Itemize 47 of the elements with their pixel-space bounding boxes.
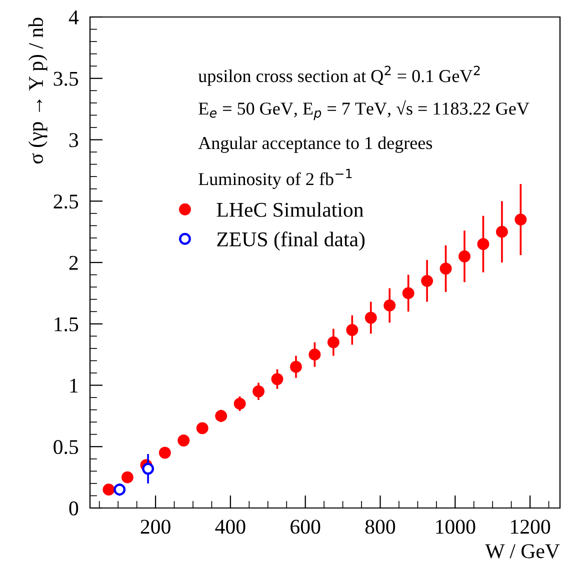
point (514, 214, 527, 226)
y-tick-label: 1.5 (54, 317, 78, 332)
annotation: Angular acceptance to 1 degrees (198, 136, 432, 153)
y-tick-label: 2.5 (54, 194, 78, 209)
point (421, 274, 434, 287)
point (102, 484, 115, 496)
point (346, 324, 358, 336)
legend-label: LHeC Simulation (216, 202, 364, 217)
y-tick-label: 0.5 (54, 440, 78, 454)
x-tick-label: 800 (365, 520, 396, 534)
point (215, 410, 228, 422)
annotation: Luminosity of 2 fb$^{−1}$ (198, 168, 352, 189)
point (142, 462, 154, 475)
y-tick-label: 3 (69, 133, 78, 148)
y-tick-label: 3.5 (54, 72, 78, 86)
point (327, 336, 340, 348)
point (440, 262, 452, 275)
point (158, 446, 171, 459)
annotation: E$_{e}$ = 50 GeV, E$_{p}$ = 7 TeV, √s = 1183.22 GeV (198, 100, 530, 120)
x-tick-label: 1200 (511, 520, 550, 534)
point (234, 398, 246, 410)
point (252, 385, 264, 398)
x-tick-label: 600 (290, 520, 320, 534)
x-tick-label: 200 (140, 520, 170, 534)
point (384, 299, 396, 312)
point (114, 484, 126, 496)
point (477, 238, 490, 250)
x-tick-label: 1000 (436, 520, 476, 534)
y-tick-label: 0 (69, 501, 78, 516)
point (178, 434, 190, 446)
point (402, 287, 414, 300)
y-tick-label: 2 (69, 256, 78, 270)
point (458, 250, 470, 262)
point (496, 226, 508, 238)
point (271, 373, 284, 386)
point (364, 312, 377, 324)
point (121, 471, 134, 484)
y-axis-title: σ (γp → Υ p) / nb (28, 18, 48, 164)
x-tick-label: 400 (215, 520, 246, 534)
point (290, 360, 302, 373)
legend-label: ZEUS (final data) (217, 232, 365, 251)
x-axis-title: W / GeV (485, 544, 560, 558)
y-tick-label: 4 (68, 10, 79, 24)
y-tick-label: 1 (70, 378, 78, 392)
point (196, 422, 208, 434)
annotation: upsilon cross section at Q$^{2}$ = 0.1 GeV$^{2}$ (198, 66, 480, 86)
point (308, 348, 321, 361)
